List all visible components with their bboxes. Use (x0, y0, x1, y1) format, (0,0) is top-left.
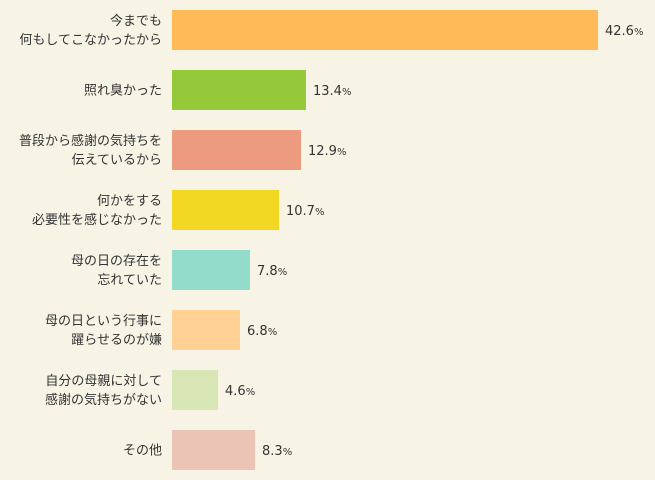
category-label-line: 感謝の気持ちがない (45, 392, 162, 408)
bar-3 (172, 190, 279, 230)
category-label-line: 今までも (110, 13, 162, 29)
bar-7 (172, 430, 255, 470)
category-label-3: 何かをする必要性を感じなかった (32, 193, 162, 228)
category-label-1: 照れ臭かった (84, 84, 162, 99)
bar-1 (172, 70, 306, 110)
value-label-0: 42.6% (605, 24, 643, 39)
category-label-line: その他 (123, 444, 162, 459)
category-label-line: 躍らせるのが嫌 (71, 333, 162, 348)
category-label-5: 母の日という行事に躍らせるのが嫌 (45, 314, 162, 348)
value-label-7: 8.3% (262, 444, 292, 459)
bar-6 (172, 370, 218, 410)
category-label-line: 何もしてこなかったから (19, 32, 162, 48)
category-label-7: その他 (123, 444, 162, 459)
bar-0 (172, 10, 598, 50)
value-label-1: 13.4% (313, 84, 351, 99)
category-label-line: 忘れていた (97, 273, 162, 288)
category-label-line: 必要性を感じなかった (32, 212, 162, 228)
category-label-0: 今までも何もしてこなかったから (19, 13, 162, 48)
value-label-3: 10.7% (286, 204, 324, 219)
category-label-line: 母の日という行事に (45, 314, 162, 329)
bar-5 (172, 310, 240, 350)
bar-4 (172, 250, 250, 290)
category-label-2: 普段から感謝の気持ちを伝えているから (19, 133, 162, 168)
value-label-5: 6.8% (247, 324, 277, 339)
category-label-line: 母の日の存在を (71, 254, 162, 269)
category-label-6: 自分の母親に対して感謝の気持ちがない (45, 374, 162, 408)
category-label-line: 普段から感謝の気持ちを (19, 133, 162, 149)
category-label-line: 自分の母親に対して (45, 374, 162, 389)
category-label-line: 照れ臭かった (84, 84, 162, 99)
value-label-2: 12.9% (308, 144, 346, 159)
category-label-line: 何かをする (97, 193, 162, 209)
category-label-line: 伝えているから (72, 153, 162, 168)
category-label-4: 母の日の存在を忘れていた (71, 254, 162, 288)
value-label-4: 7.8% (257, 264, 287, 279)
bar-2 (172, 130, 301, 170)
value-label-6: 4.6% (225, 384, 255, 399)
